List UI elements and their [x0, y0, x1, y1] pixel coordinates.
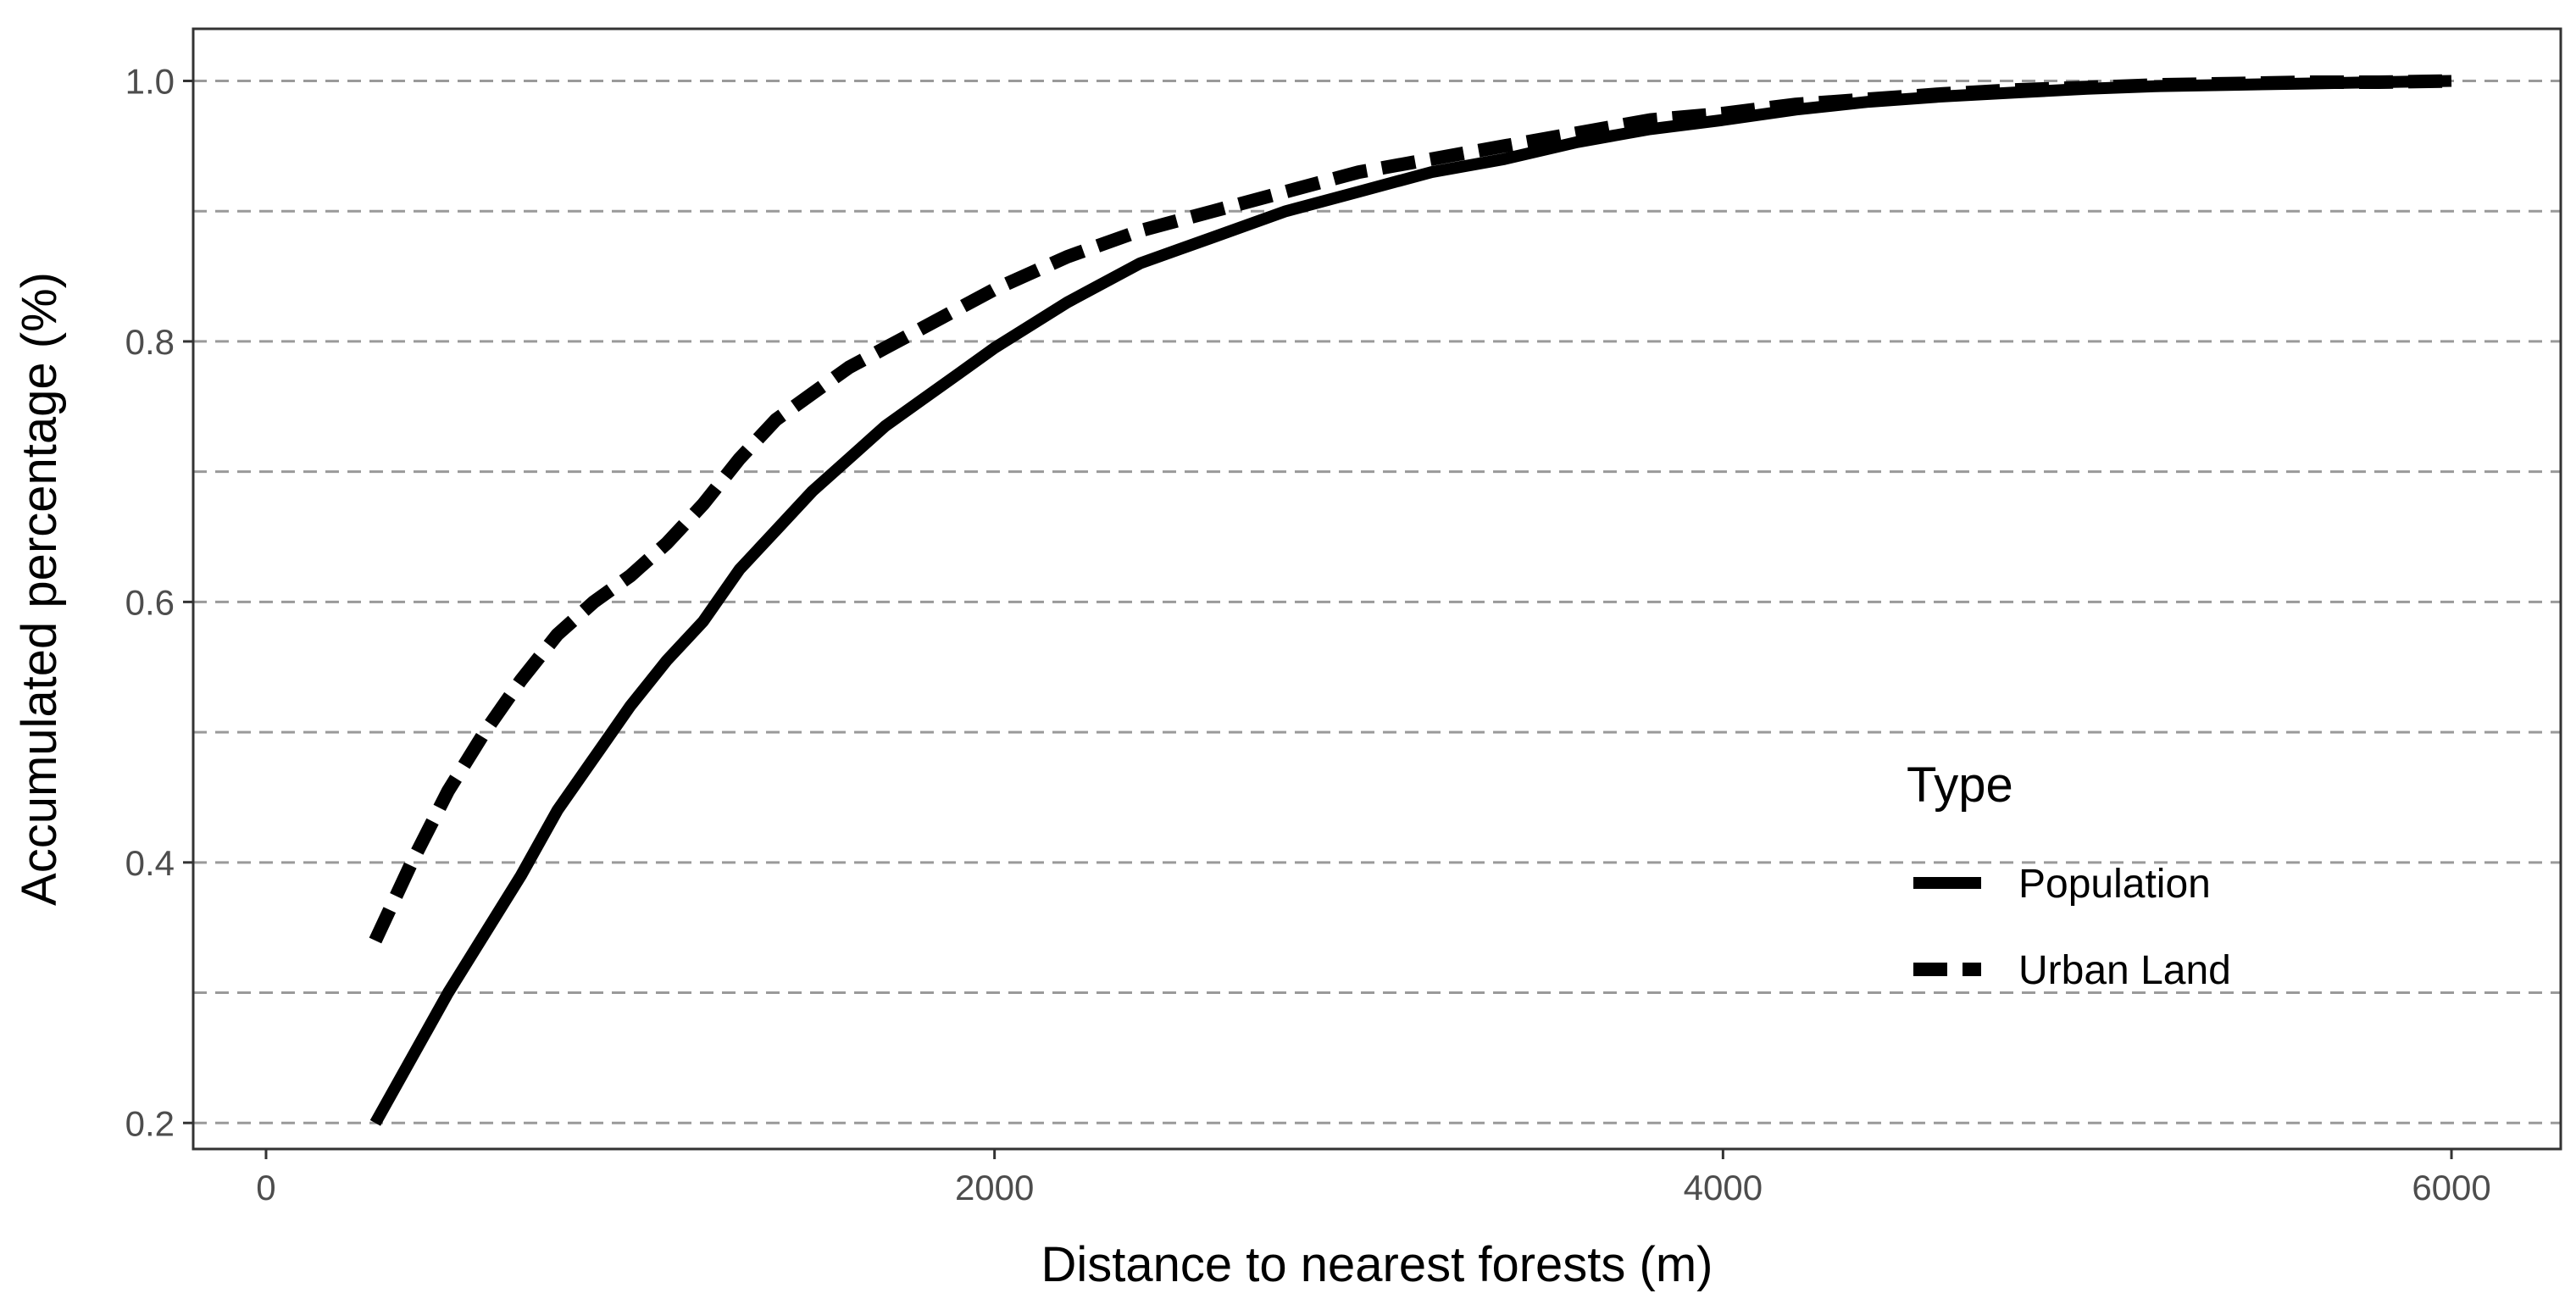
- plot-panel-border: [192, 27, 2562, 1151]
- x-tick-label-2: 4000: [1684, 1168, 1763, 1207]
- x-tick-label-1: 2000: [955, 1168, 1034, 1207]
- x-tick-label-3: 6000: [2412, 1168, 2490, 1207]
- y-tick-label-3: 0.8: [125, 322, 175, 362]
- x-tick-label-0: 0: [256, 1168, 275, 1207]
- legend: Type Population Urban Land: [1907, 758, 2231, 993]
- y-axis-title: Accumulated percentage (%): [12, 272, 67, 906]
- x-axis: 0 2000 4000 6000: [256, 1149, 2491, 1207]
- x-axis-title: Distance to nearest forests (m): [1041, 1237, 1713, 1292]
- y-tick-label-2: 0.6: [125, 582, 175, 622]
- legend-items: Population Urban Land: [1913, 862, 2231, 993]
- y-axis: 0.2 0.4 0.6 0.8 1.0: [125, 61, 193, 1143]
- series-line-urban-land: [369, 74, 2452, 944]
- legend-title: Type: [1907, 758, 2013, 813]
- legend-label-urban-land: Urban Land: [2018, 948, 2231, 993]
- series-lines: [369, 74, 2452, 1126]
- y-tick-label-0: 0.2: [125, 1103, 175, 1143]
- y-tick-label-1: 0.4: [125, 843, 175, 883]
- legend-label-population: Population: [2018, 862, 2211, 907]
- y-tick-label-4: 1.0: [125, 61, 175, 101]
